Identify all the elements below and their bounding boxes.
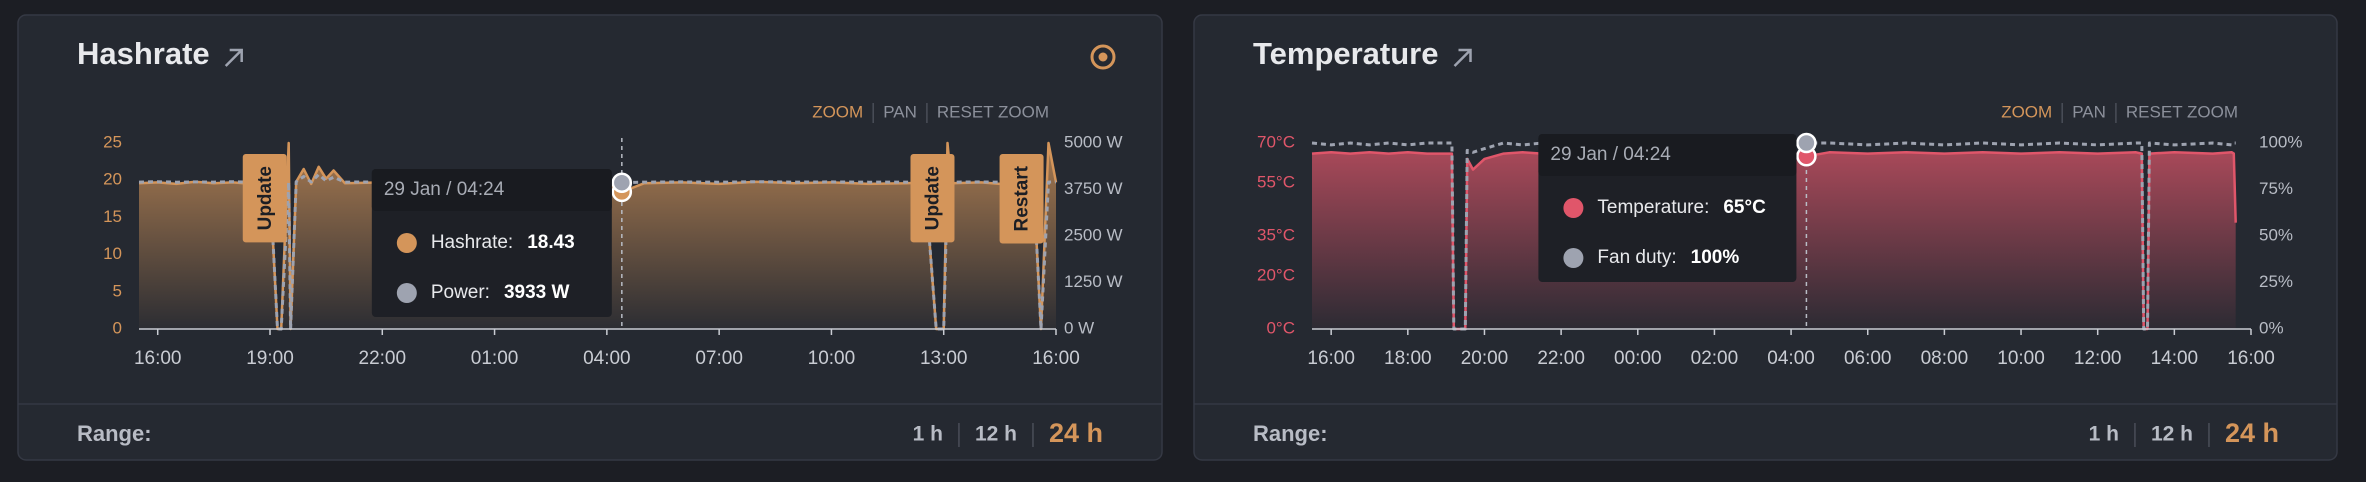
tooltip-swatch [1563, 198, 1584, 218]
x-tick-label: 04:00 [583, 348, 631, 369]
tooltip-title: 29 Jan / 04:24 [384, 179, 505, 200]
hover-point [611, 172, 633, 193]
panel: Temperature RESET ZOOM PAN ZOOM 0°C 20°C 35°C 5… [1193, 14, 2338, 461]
y-tick-label: 0 [113, 318, 122, 337]
external-link-icon[interactable] [1453, 48, 1472, 67]
x-tick-label: 08:00 [1921, 348, 1969, 369]
annotation-box [910, 154, 955, 243]
x-tick-label: 22:00 [1537, 348, 1585, 369]
x-tick-label: 04:00 [1767, 348, 1815, 369]
x-tick-label: 02:00 [1691, 348, 1739, 369]
panel-title: Temperature [1253, 36, 1439, 71]
range-label: Range: [77, 421, 152, 446]
range-option[interactable]: 12 h [975, 423, 1017, 446]
y-tick-label: 55°C [1257, 172, 1295, 191]
chart-control[interactable]: RESET ZOOM [2126, 102, 2238, 121]
tooltip-title: 29 Jan / 04:24 [1550, 144, 1671, 165]
annotation-label: Update [255, 166, 276, 230]
chart-control[interactable]: RESET ZOOM [937, 102, 1049, 121]
tooltip-label: Hashrate: [431, 232, 513, 253]
y2-tick-label: 50% [2259, 225, 2293, 244]
tooltip-swatch [396, 283, 417, 303]
tooltip-value: 100% [1691, 247, 1740, 268]
x-tick-label: 19:00 [246, 348, 294, 369]
y2-tick-label: 5000 W [1064, 132, 1123, 151]
tooltip-header-bg [1538, 134, 1797, 176]
y2-tick-label: 3750 W [1064, 179, 1123, 198]
range-option[interactable]: 1 h [913, 423, 943, 446]
hover-point [1796, 132, 1817, 154]
y-tick-label: 10 [103, 244, 122, 263]
range-option[interactable]: 12 h [2151, 423, 2193, 446]
y-tick-label: 20 [103, 170, 122, 189]
y2-tick-label: 2500 W [1064, 225, 1123, 244]
x-tick-label: 10:00 [1997, 348, 2045, 369]
annotation-box [242, 154, 287, 243]
range-option[interactable]: 24 h [2225, 418, 2279, 448]
chart-control[interactable]: ZOOM [2001, 102, 2052, 121]
tooltip: 29 Jan / 04:24 Temperature: 65°C Fan duty: 1… [1538, 134, 1797, 282]
tooltip-label: Power: [431, 282, 490, 303]
tooltip: 29 Jan / 04:24 Hashrate: 18.43 Power: 3933 W [371, 169, 612, 317]
x-tick-label: 18:00 [1384, 348, 1432, 369]
panel-title: Hashrate [77, 36, 210, 71]
tooltip-value: 3933 W [504, 282, 570, 303]
y-tick-label: 70°C [1257, 132, 1295, 151]
annotation-label: Restart [1012, 165, 1033, 231]
tooltip-value: 18.43 [527, 232, 575, 253]
tooltip-value: 65°C [1723, 197, 1766, 218]
panel: Hashrate RESET ZOOM PAN ZOOM 0 5 10 15 20 25 0 W 12… [17, 14, 1163, 461]
x-tick-label: 06:00 [1844, 348, 1892, 369]
y2-tick-label: 75% [2259, 179, 2293, 198]
tooltip-label: Temperature: [1597, 197, 1709, 218]
y2-tick-label: 0 W [1064, 318, 1094, 337]
status-icon-dot [1098, 52, 1108, 62]
chart-control[interactable]: ZOOM [812, 102, 863, 121]
tooltip-label: Fan duty: [1597, 247, 1676, 268]
x-tick-label: 16:00 [1032, 348, 1080, 369]
chart-control[interactable]: PAN [2072, 102, 2106, 121]
x-tick-label: 22:00 [359, 348, 407, 369]
y-tick-label: 25 [103, 132, 122, 151]
x-tick-label: 20:00 [1461, 348, 1509, 369]
tooltip-header-bg [371, 169, 612, 211]
x-tick-label: 16:00 [1307, 348, 1355, 369]
external-link-icon[interactable] [224, 48, 243, 67]
status-icon[interactable] [1090, 44, 1116, 70]
x-tick-label: 14:00 [2151, 348, 2199, 369]
y2-tick-label: 1250 W [1064, 272, 1123, 291]
chart-control[interactable]: PAN [883, 102, 917, 121]
range-label: Range: [1253, 421, 1328, 446]
x-tick-label: 13:00 [920, 348, 968, 369]
tooltip-swatch [396, 233, 417, 253]
x-tick-label: 12:00 [2074, 348, 2122, 369]
y-tick-label: 20°C [1257, 265, 1295, 284]
y-tick-label: 15 [103, 207, 122, 226]
x-tick-label: 01:00 [471, 348, 519, 369]
y-tick-label: 35°C [1257, 225, 1295, 244]
tooltip-swatch [1563, 248, 1584, 268]
x-tick-label: 07:00 [695, 348, 743, 369]
range-option[interactable]: 1 h [2089, 423, 2119, 446]
annotation-box [999, 154, 1044, 244]
x-tick-label: 00:00 [1614, 348, 1662, 369]
y-tick-label: 5 [113, 281, 122, 300]
y2-tick-label: 0% [2259, 318, 2284, 337]
x-tick-label: 10:00 [808, 348, 856, 369]
x-tick-label: 16:00 [134, 348, 182, 369]
y2-tick-label: 25% [2259, 272, 2293, 291]
y-tick-label: 0°C [1266, 318, 1295, 337]
range-option[interactable]: 24 h [1049, 418, 1103, 448]
annotation-label: Update [923, 166, 944, 230]
y2-tick-label: 100% [2259, 132, 2302, 151]
x-tick-label: 16:00 [2227, 348, 2275, 369]
